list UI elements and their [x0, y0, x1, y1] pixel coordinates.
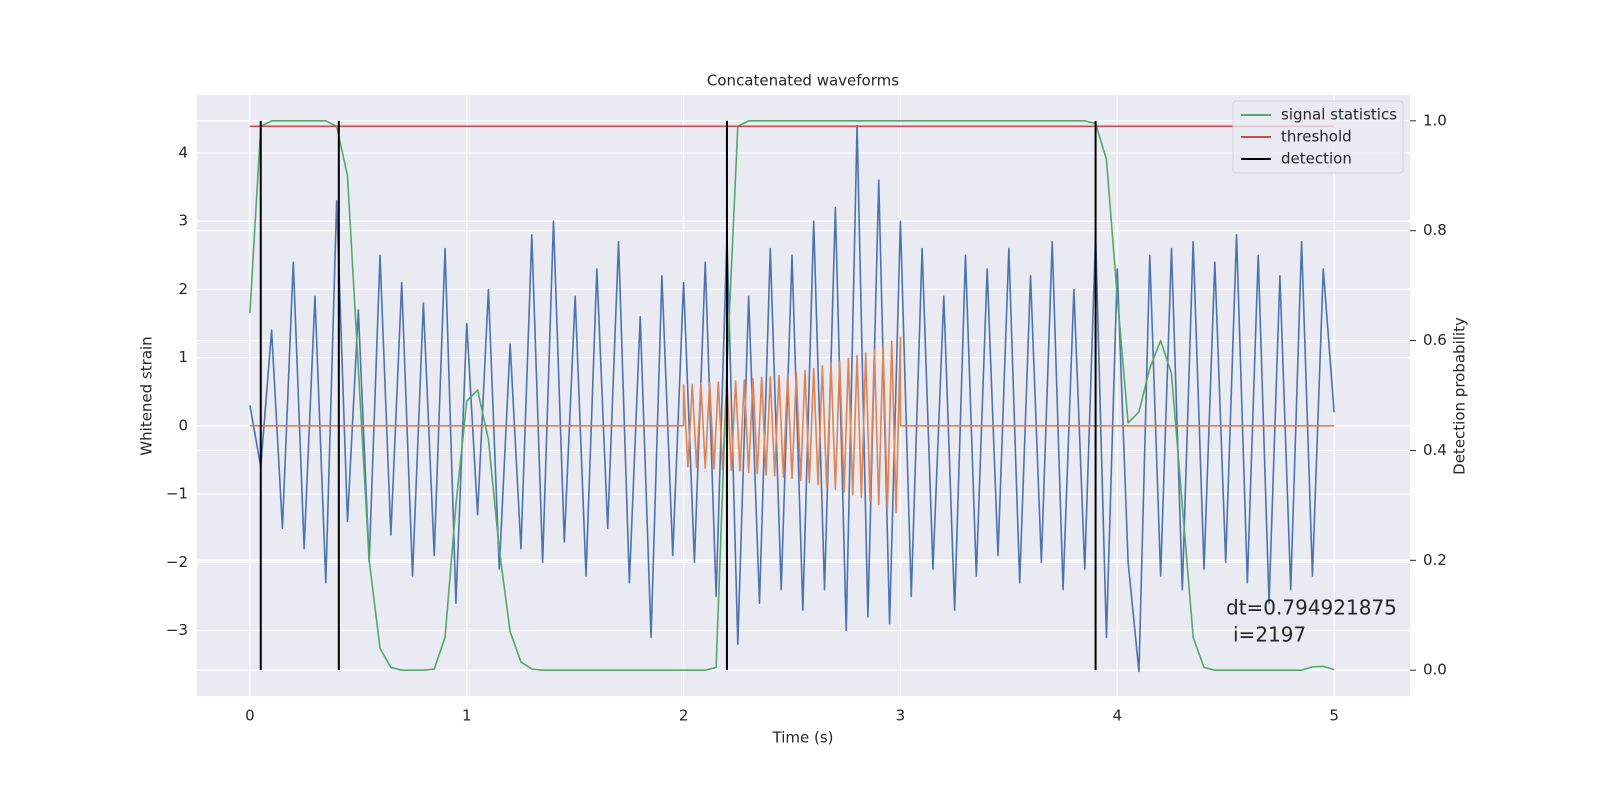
y2-tick-label: 0.6	[1423, 331, 1447, 349]
y2-tick-label: 0.4	[1423, 441, 1447, 459]
annotation: dt=0.794921875	[1226, 596, 1397, 620]
y2-tick-label: 0.0	[1423, 661, 1447, 679]
y2-axis-label: Detection probability	[1451, 317, 1469, 475]
x-tick-label: 5	[1329, 707, 1339, 725]
legend-label: detection	[1281, 150, 1352, 168]
x-tick-label: 3	[896, 707, 906, 725]
legend-label: signal statistics	[1281, 106, 1397, 124]
x-tick-label: 0	[245, 707, 255, 725]
series-line	[249, 120, 1335, 671]
annotation: i=2197	[1233, 623, 1306, 647]
chart-title: Concatenated waveforms	[707, 72, 899, 90]
y-axis-label: Whitened strain	[138, 336, 156, 455]
legend-box	[1232, 100, 1404, 174]
y-tick-label: −2	[166, 553, 188, 571]
y2-tick-label: 0.8	[1423, 221, 1447, 239]
plot	[249, 120, 1335, 673]
y-tick-label: 3	[178, 212, 188, 230]
y-tick-label: 2	[178, 280, 188, 298]
y2-tick-label: 0.2	[1423, 551, 1447, 569]
y-tick-label: 1	[178, 348, 188, 366]
y-tick-label: 0	[178, 416, 188, 434]
x-axis-label: Time (s)	[772, 729, 834, 747]
series-line	[249, 336, 1335, 514]
legend-label: threshold	[1281, 128, 1352, 146]
x-tick-label: 1	[462, 707, 472, 725]
series-line	[249, 124, 1335, 673]
y-tick-label: −1	[166, 485, 188, 503]
y-tick-label: −3	[166, 621, 188, 639]
x-tick-label: 4	[1112, 707, 1122, 725]
labels: 0 1 2 3 4 5 −3 −2 −1 0 1 2 3 4 0.0 0.2 0.4 0.6 0.8 1.0	[166, 111, 1447, 724]
y-tick-label: 4	[178, 143, 188, 161]
legend: signal statistics threshold detection	[1232, 100, 1404, 174]
x-tick-label: 2	[679, 707, 689, 725]
y2-tick-label: 1.0	[1423, 111, 1447, 129]
